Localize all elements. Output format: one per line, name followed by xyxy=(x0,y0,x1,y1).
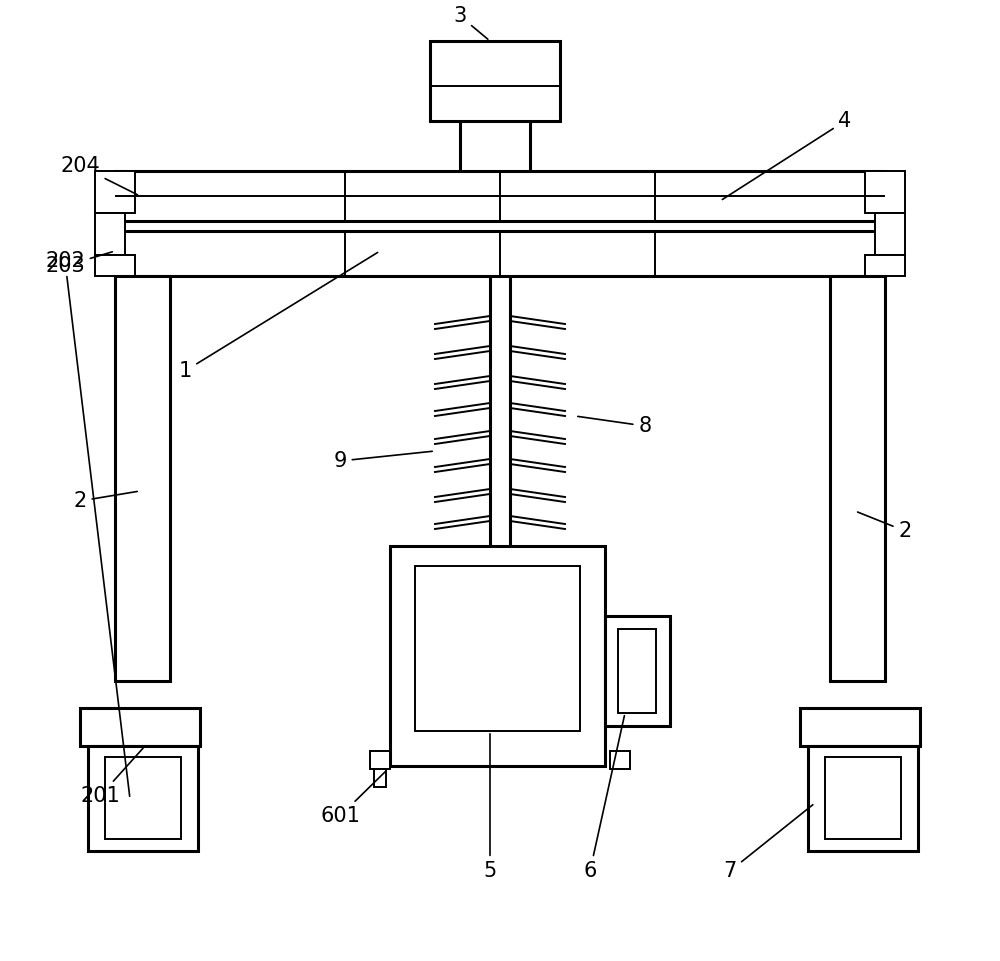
Text: 1: 1 xyxy=(178,253,378,381)
Text: 8: 8 xyxy=(578,416,652,436)
Bar xyxy=(825,757,901,839)
Text: 3: 3 xyxy=(453,6,488,39)
Bar xyxy=(105,757,181,839)
Bar xyxy=(610,751,630,769)
Text: 204: 204 xyxy=(60,156,138,195)
Bar xyxy=(115,171,885,221)
Bar xyxy=(370,751,390,769)
Text: 601: 601 xyxy=(320,771,386,826)
Bar xyxy=(95,171,135,213)
Text: 4: 4 xyxy=(722,111,852,200)
Bar xyxy=(115,231,885,276)
Text: 9: 9 xyxy=(333,451,432,471)
Text: 202: 202 xyxy=(45,251,130,797)
Text: 2: 2 xyxy=(858,512,912,541)
Text: 6: 6 xyxy=(583,716,624,881)
Text: 5: 5 xyxy=(483,734,497,881)
Bar xyxy=(808,746,918,851)
Bar xyxy=(865,255,905,276)
Bar xyxy=(875,213,905,255)
Bar xyxy=(865,171,905,213)
Bar xyxy=(80,708,200,746)
Bar xyxy=(830,276,885,681)
Bar xyxy=(374,769,386,787)
Text: 7: 7 xyxy=(723,804,813,881)
Bar xyxy=(95,255,135,276)
Bar xyxy=(415,566,580,731)
Bar xyxy=(800,708,920,746)
Bar xyxy=(88,746,198,851)
Bar xyxy=(95,213,125,255)
Bar xyxy=(618,629,656,713)
Bar xyxy=(115,276,170,681)
Text: 203: 203 xyxy=(45,252,112,276)
Bar xyxy=(430,41,560,121)
Bar xyxy=(605,616,670,726)
Bar xyxy=(390,546,605,766)
Text: 2: 2 xyxy=(73,491,137,511)
Text: 201: 201 xyxy=(80,748,143,806)
